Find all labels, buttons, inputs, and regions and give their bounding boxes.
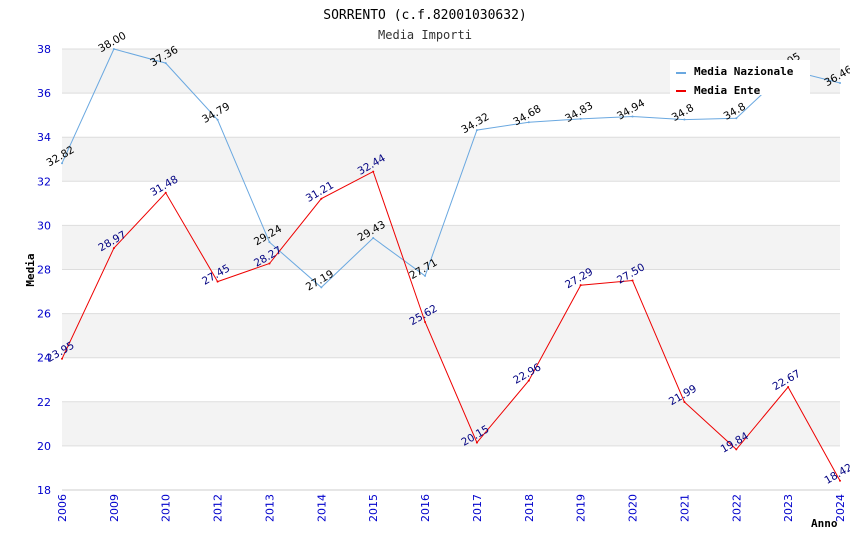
data-point — [112, 48, 115, 50]
y-tick-label: 24 — [37, 352, 51, 365]
legend-label-media-ente: Media Ente — [694, 84, 761, 97]
x-tick-label: 2009 — [108, 494, 121, 522]
data-point — [164, 62, 167, 65]
data-point — [424, 274, 427, 277]
data-point — [424, 320, 427, 323]
x-tick-label: 2020 — [627, 494, 640, 522]
y-tick-label: 34 — [37, 131, 51, 144]
data-point — [320, 197, 323, 200]
x-tick-label: 2006 — [56, 494, 69, 522]
y-tick-label: 18 — [37, 484, 51, 497]
data-point — [735, 117, 738, 120]
grid-band — [62, 401, 840, 446]
data-point — [216, 118, 219, 121]
legend: Media Nazionale Media Ente — [670, 60, 810, 97]
y-axis-ticks: 18 20 22 24 26 28 30 32 34 36 38 — [37, 43, 51, 497]
data-point — [216, 280, 219, 283]
data-point — [735, 448, 738, 451]
data-point — [787, 386, 790, 389]
x-tick-label: 2022 — [730, 494, 743, 522]
grid-band — [62, 93, 840, 138]
grid-band — [62, 269, 840, 314]
data-point — [631, 115, 634, 118]
x-tick-label: 2016 — [419, 494, 432, 522]
data-point — [683, 118, 686, 121]
data-point — [475, 129, 478, 132]
x-axis-label: Anno — [811, 517, 838, 530]
data-point — [164, 191, 167, 194]
data-point — [579, 284, 582, 287]
x-axis-ticks: 2006 2009 2010 2012 2013 2014 2015 2016 2017 2018… — [56, 494, 847, 522]
data-point — [268, 262, 271, 265]
data-point — [839, 479, 841, 482]
legend-label-media-nazionale: Media Nazionale — [694, 65, 794, 78]
data-point — [527, 121, 530, 124]
data-point — [839, 81, 841, 84]
data-point — [372, 170, 375, 173]
series-line-media-nazionale — [61, 48, 841, 289]
y-tick-label: 26 — [37, 308, 51, 321]
y-tick-label: 38 — [37, 43, 51, 56]
x-tick-label: 2012 — [212, 494, 225, 522]
data-point — [320, 286, 323, 289]
x-tick-label: 2024 — [834, 494, 847, 522]
data-point — [631, 279, 634, 282]
data-point — [112, 247, 115, 250]
y-tick-label: 22 — [37, 396, 51, 409]
y-tick-label: 36 — [37, 87, 51, 100]
y-tick-label: 28 — [37, 264, 51, 277]
data-point — [372, 236, 375, 239]
data-point — [475, 441, 478, 444]
x-tick-label: 2015 — [367, 494, 380, 522]
data-point — [579, 117, 582, 120]
y-tick-label: 30 — [37, 219, 51, 232]
y-tick-label: 20 — [37, 440, 51, 453]
x-tick-label: 2021 — [678, 494, 691, 522]
y-tick-label: 32 — [37, 175, 51, 188]
x-tick-label: 2010 — [160, 494, 173, 522]
legend-box — [670, 60, 810, 95]
grid-band — [62, 137, 840, 182]
grid-bands — [62, 49, 840, 490]
grid-band — [62, 313, 840, 358]
x-tick-label: 2017 — [471, 494, 484, 522]
data-point — [61, 162, 63, 165]
chart-title: SORRENTO (c.f.82001030632) — [323, 8, 527, 23]
y-axis-label: Media — [24, 253, 37, 286]
grid-band — [62, 357, 840, 402]
grid-band — [62, 225, 840, 270]
series-layer — [61, 48, 841, 482]
data-point — [683, 401, 686, 404]
chart-subtitle: Media Importi — [378, 28, 472, 42]
data-point — [527, 379, 530, 382]
x-tick-label: 2023 — [782, 494, 795, 522]
grid-band — [62, 445, 840, 490]
x-tick-label: 2013 — [263, 494, 276, 522]
x-tick-label: 2019 — [575, 494, 588, 522]
series-line-media-ente — [61, 170, 841, 481]
data-point — [268, 241, 271, 244]
data-point — [61, 357, 63, 360]
x-tick-label: 2014 — [315, 494, 328, 522]
x-tick-label: 2018 — [523, 494, 536, 522]
